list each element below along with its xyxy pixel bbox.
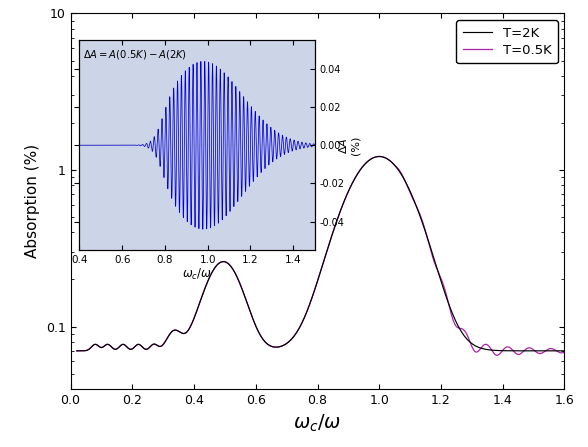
X-axis label: $\omega_c/\omega$: $\omega_c/\omega$ (182, 266, 212, 282)
Y-axis label: $\Delta A$
(%): $\Delta A$ (%) (337, 135, 360, 155)
Text: $\Delta A=A(0.5K)-A(2K)$: $\Delta A=A(0.5K)-A(2K)$ (82, 48, 186, 61)
T=0.5K (429, 253, 436, 258)
T=2K (279, 343, 286, 349)
T=2K (523, 348, 530, 354)
T=0.5K (523, 346, 530, 351)
T=0.5K (283, 341, 290, 346)
T=0.5K (73, 348, 80, 354)
T=0.5K (563, 349, 570, 354)
T=2K (563, 348, 570, 354)
T=2K (376, 154, 383, 159)
T=2K (547, 348, 554, 354)
Y-axis label: Absorption (%): Absorption (%) (25, 144, 40, 258)
T=0.5K (493, 353, 500, 358)
X-axis label: $\omega_c/\omega$: $\omega_c/\omega$ (293, 412, 342, 434)
Line: T=0.5K: T=0.5K (76, 156, 566, 355)
T=2K (73, 348, 80, 354)
T=0.5K (306, 303, 313, 308)
T=0.5K (376, 154, 383, 159)
T=2K (306, 303, 313, 308)
Line: T=2K: T=2K (76, 156, 566, 351)
T=0.5K (279, 343, 286, 349)
T=2K (429, 250, 436, 256)
T=2K (283, 341, 290, 346)
Legend: T=2K, T=0.5K: T=2K, T=0.5K (456, 20, 558, 63)
T=0.5K (547, 346, 554, 351)
